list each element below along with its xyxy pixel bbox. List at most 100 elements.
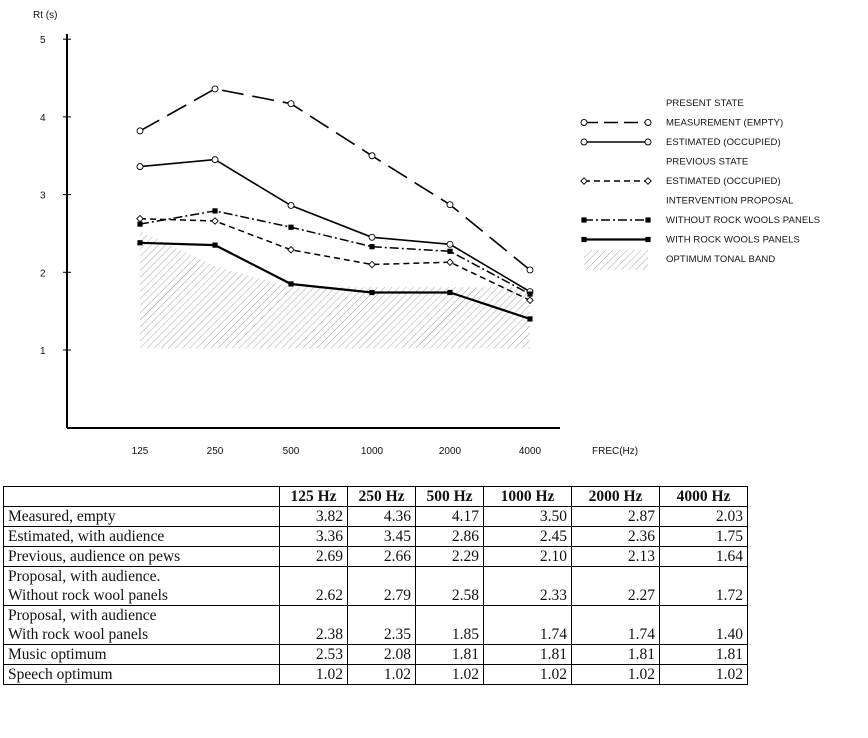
table-row: Speech optimum 1.02 1.02 1.02 1.02 1.02 1.02 bbox=[3, 664, 748, 685]
table-cell: 3.45 bbox=[347, 526, 416, 547]
data-point bbox=[526, 266, 534, 274]
table-cell: 1.81 bbox=[415, 644, 484, 665]
data-point bbox=[136, 163, 144, 171]
data-point bbox=[212, 208, 218, 214]
legend-heading: PREVIOUS STATE bbox=[666, 157, 748, 168]
data-point bbox=[211, 156, 219, 164]
table-cell: 3.50 bbox=[483, 506, 572, 527]
legend-marker bbox=[581, 236, 587, 243]
series-line bbox=[139, 158, 531, 293]
legend-entry: OPTIMUM TONAL BAND bbox=[666, 254, 775, 265]
legend-heading: INTERVENTION PROPOSAL bbox=[666, 196, 794, 207]
data-point bbox=[137, 240, 143, 246]
data-point bbox=[211, 85, 219, 93]
x-tick-label: 4000 bbox=[519, 446, 542, 457]
x-tick-label: 2000 bbox=[439, 446, 462, 457]
series-line bbox=[139, 88, 531, 271]
data-point bbox=[288, 281, 294, 287]
x-tick-label: 125 bbox=[132, 446, 149, 457]
data-point bbox=[368, 260, 376, 269]
table-cell: 1.74 bbox=[483, 605, 572, 645]
table-cell: 2.03 bbox=[659, 506, 748, 527]
table-cell: 2.36 bbox=[571, 526, 660, 547]
legend-marker bbox=[580, 138, 588, 146]
data-point bbox=[527, 316, 533, 322]
data-point bbox=[287, 245, 295, 254]
chart-svg: Rt (s) FREC(Hz) 1 2 3 4 5 125 250 500 1000 2000 4000… bbox=[33, 10, 820, 457]
table-cell: 2.58 bbox=[415, 566, 484, 606]
y-tick-label: 2 bbox=[40, 268, 46, 279]
table-cell: 1.02 bbox=[483, 664, 572, 685]
data-table: 125 Hz 250 Hz 500 Hz 1000 Hz 2000 Hz 4000 Hz … bbox=[3, 486, 748, 685]
table-cell: 2.87 bbox=[571, 506, 660, 527]
legend-entry: ESTIMATED (OCCUPIED) bbox=[666, 176, 781, 187]
table-cell: 1.75 bbox=[659, 526, 748, 547]
legend-entry: WITHOUT ROCK WOOLS PANELS bbox=[666, 215, 820, 226]
table-row-label: Previous, audience on pews bbox=[3, 546, 280, 567]
table-row-label: Music optimum bbox=[3, 644, 280, 665]
data-point bbox=[447, 289, 453, 296]
table-corner-cell bbox=[3, 486, 280, 507]
legend-entry: WITH ROCK WOOLS PANELS bbox=[666, 235, 800, 246]
table-cell: 1.81 bbox=[659, 644, 748, 665]
table-header-row: 125 Hz 250 Hz 500 Hz 1000 Hz 2000 Hz 4000 Hz bbox=[3, 486, 748, 507]
table-cell: 2.35 bbox=[347, 605, 416, 645]
data-point bbox=[137, 221, 143, 227]
table-cell: 1.72 bbox=[659, 566, 748, 606]
table-column-header: 2000 Hz bbox=[571, 486, 660, 507]
table-cell: 2.29 bbox=[415, 546, 484, 567]
table-row: Measured, empty 3.82 4.36 4.17 3.50 2.87 2.03 bbox=[3, 506, 748, 527]
data-point bbox=[526, 296, 534, 305]
data-point bbox=[211, 217, 219, 225]
data-point bbox=[287, 100, 295, 108]
series-line bbox=[139, 210, 531, 295]
legend-entry: ESTIMATED (OCCUPIED) bbox=[666, 137, 781, 148]
table-cell: 1.02 bbox=[571, 664, 660, 685]
x-tick-label: 500 bbox=[283, 446, 300, 457]
x-tick-label: 250 bbox=[207, 446, 224, 457]
table-cell: 3.36 bbox=[279, 526, 348, 547]
x-axis-label: FREC(Hz) bbox=[592, 446, 638, 457]
table-row-label: Measured, empty bbox=[3, 506, 280, 527]
table-cell: 4.36 bbox=[347, 506, 416, 527]
y-tick-label: 1 bbox=[40, 346, 46, 357]
table-cell: 2.13 bbox=[571, 546, 660, 567]
table-cell: 2.38 bbox=[279, 605, 348, 645]
y-axis-label: Rt (s) bbox=[33, 10, 57, 21]
data-point bbox=[287, 202, 295, 209]
data-point bbox=[369, 244, 375, 250]
series-3 bbox=[136, 214, 534, 305]
y-tick-label: 5 bbox=[40, 35, 46, 46]
data-point bbox=[527, 291, 533, 297]
table-row-label: Proposal, with audience With rock wool p… bbox=[3, 605, 280, 645]
table-row-label: Proposal, with audience. Without rock wo… bbox=[3, 566, 280, 606]
table-cell: 2.62 bbox=[279, 566, 348, 606]
table-cell: 1.64 bbox=[659, 546, 748, 567]
table-cell: 2.79 bbox=[347, 566, 416, 606]
data-point bbox=[136, 127, 144, 135]
table-row: Music optimum 2.53 2.08 1.81 1.81 1.81 1.81 bbox=[3, 644, 748, 665]
series-4 bbox=[137, 208, 533, 297]
table-column-header: 4000 Hz bbox=[659, 486, 748, 507]
optimum-band bbox=[140, 231, 530, 349]
series-line bbox=[139, 217, 531, 301]
table-cell: 1.40 bbox=[659, 605, 748, 645]
data-point bbox=[368, 152, 376, 160]
table-cell: 2.86 bbox=[415, 526, 484, 547]
data-point bbox=[369, 289, 375, 296]
y-tick-label: 3 bbox=[40, 191, 46, 202]
table-column-header: 500 Hz bbox=[415, 486, 484, 507]
table-column-header: 1000 Hz bbox=[483, 486, 572, 507]
legend-marker bbox=[645, 236, 651, 243]
series-line bbox=[139, 241, 531, 320]
table-row: Previous, audience on pews 2.69 2.66 2.29 2.… bbox=[3, 546, 748, 567]
legend-band-swatch bbox=[584, 250, 648, 270]
table-cell: 1.02 bbox=[659, 664, 748, 685]
data-point bbox=[136, 214, 144, 223]
legend-heading: PRESENT STATE bbox=[666, 98, 744, 109]
table-row: Proposal, with audience. Without rock wo… bbox=[3, 566, 748, 606]
table-cell: 1.81 bbox=[571, 644, 660, 665]
table-cell: 1.02 bbox=[347, 664, 416, 685]
table-cell: 2.27 bbox=[571, 566, 660, 606]
series-2 bbox=[136, 156, 534, 296]
